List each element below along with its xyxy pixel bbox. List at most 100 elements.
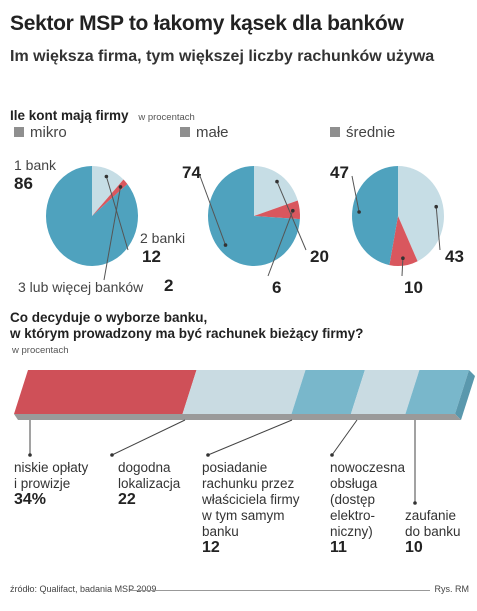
bar-leader-modern-service: [331, 419, 358, 456]
pie-male-leader-dot: [223, 243, 228, 247]
bar-label-line: nowoczesna: [330, 460, 406, 475]
pie-srednie-leader-dot: [434, 204, 439, 209]
section2-heading: Co decyduje o wyborze banku, w którym pr…: [10, 310, 363, 342]
pie-mikro-slice-three-plus: [92, 179, 128, 216]
bar-leader-dot-trust: [413, 501, 417, 505]
bar-label-fees: niskie opłaty i prowizje 34%: [14, 460, 88, 508]
bar-value-owner-account: 12: [202, 539, 220, 556]
pie1-value-two-banks: 12: [142, 247, 161, 266]
pie-mikro-slice-two-banks: [92, 166, 124, 216]
pie3-value-two-banks: 43: [445, 247, 464, 266]
pie-mikro-slice-one-bank: [45, 166, 138, 266]
bar-end-face: [455, 370, 475, 420]
pie-male-slice-three-plus: [254, 200, 301, 220]
pie-srednie-slice-one-bank: [352, 166, 398, 266]
legend-square-icon: [14, 127, 24, 137]
legend-male: małe: [180, 124, 229, 141]
bar-value-fees: 34%: [14, 491, 47, 508]
bar-label-line: do banku: [405, 524, 461, 539]
source-note: źródło: Qualifact, badania MSP 2009: [10, 584, 157, 594]
pie2-value-two-banks: 20: [310, 247, 329, 266]
bar-leader-dot-location: [110, 453, 114, 457]
pie2-value-three-plus: 6: [272, 278, 282, 297]
bar-label-line: niskie opłaty: [14, 460, 89, 475]
pie-male-leader-dot: [291, 208, 295, 213]
bar-label-trust: zaufanie do banku 10: [405, 508, 461, 556]
pie-srednie-slice-two-banks: [398, 166, 445, 262]
pie-mikro-leader-dot: [118, 185, 123, 189]
pie-title-srednie: średnie: [346, 124, 396, 141]
pie-srednie-leader-dot: [357, 210, 361, 214]
pie-srednie-leader-three-plus: [401, 258, 404, 277]
bar-value-location: 22: [118, 491, 136, 508]
pie-male-leader-one-bank: [199, 175, 226, 246]
pie-male-leader-two-banks: [276, 181, 307, 251]
pie1-label-two-banks: 2 banki: [140, 230, 186, 246]
bar-leader-dot-owner-account: [206, 453, 210, 457]
pie3-value-three-plus: 10: [404, 278, 423, 297]
bar-segment-modern-service: [350, 370, 420, 414]
legend-square-icon: [180, 127, 190, 137]
bar-label-line: zaufanie: [405, 508, 457, 523]
bar-shadow: [14, 414, 461, 420]
section2-unit: w procentach: [12, 345, 69, 356]
section1-title: Ile kont mają firmy: [10, 108, 129, 123]
bar-segment-location: [182, 370, 306, 414]
bar-label-line: lokalizacja: [118, 476, 181, 491]
legend-square-icon: [330, 127, 340, 137]
bar-label-line: obsługa: [330, 476, 378, 491]
bar-label-line: dogodna: [118, 460, 171, 475]
pie1-value-three-plus: 2: [164, 276, 174, 295]
bar-segment-owner-account: [291, 370, 365, 414]
bar-label-line: niczny): [330, 524, 373, 539]
pie-srednie-leader-one-bank: [351, 175, 360, 213]
pie-srednie-leader-dot: [401, 256, 405, 261]
bar-label-modern-service: nowoczesna obsługa (dostęp elektro- nicz…: [330, 460, 405, 556]
pie-srednie-slice-three-plus: [389, 216, 418, 266]
legend-srednie: średnie: [330, 124, 395, 141]
credit-note: Rys. RM: [434, 584, 470, 594]
section1-unit: w procentach: [138, 112, 195, 123]
bar-label-line: elektro-: [330, 508, 376, 523]
bar-segment-trust: [405, 370, 469, 414]
bar-label-line: posiadanie: [202, 460, 268, 475]
bar-leader-location: [111, 419, 186, 456]
source-divider: [130, 590, 430, 591]
pie-male-slice-one-bank: [208, 166, 300, 266]
section2-heading-line1: Co decyduje o wyborze banku,: [10, 310, 208, 325]
bar-label-line: rachunku przez: [202, 476, 295, 491]
pie-title-male: małe: [196, 124, 229, 141]
bar-label-line: (dostęp: [330, 492, 376, 507]
bar-segment-fees: [14, 370, 197, 414]
pie1-value-one-bank: 86: [14, 174, 33, 193]
bar-label-owner-account: posiadanie rachunku przez właściciela fi…: [202, 460, 300, 556]
bar-leader-owner-account: [207, 419, 293, 456]
pie-mikro-leader-two-banks: [105, 176, 129, 251]
pie-male-leader-dot: [275, 179, 279, 184]
pie-title-mikro: mikro: [30, 124, 67, 141]
chart-title: Sektor MSP to łakomy kąsek dla banków: [10, 12, 404, 35]
pie1-label-three-plus: 3 lub więcej banków: [18, 279, 144, 295]
pie3-value-one-bank: 47: [330, 163, 349, 182]
legend-mikro: mikro: [14, 124, 67, 141]
bar-label-location: dogodna lokalizacja 22: [118, 460, 180, 508]
pie-mikro-leader-dot: [104, 174, 109, 179]
section2-heading-line2: w którym prowadzony ma być rachunek bież…: [10, 326, 364, 341]
pie-mikro-leader-three-plus: [103, 186, 121, 281]
pie-male-leader-three-plus: [267, 210, 294, 277]
bar-label-line: w tym samym: [202, 508, 285, 523]
pie-srednie-leader-two-banks: [435, 206, 441, 251]
chart-subtitle: Im większa firma, tym większej liczby ra…: [10, 48, 435, 65]
bar-label-line: właściciela firmy: [202, 492, 300, 507]
bar-label-line: i prowizje: [14, 476, 71, 491]
pie2-value-one-bank: 74: [182, 163, 201, 182]
bar-value-trust: 10: [405, 539, 423, 556]
bar-value-modern-service: 11: [330, 539, 347, 556]
bar-label-line: banku: [202, 524, 239, 539]
bar-leader-dot-modern-service: [330, 453, 334, 457]
pie1-label-one-bank: 1 bank: [14, 157, 57, 173]
bar-leader-dot-fees: [28, 453, 32, 457]
section1-heading: Ile kont mają firmy w procentach: [10, 108, 195, 123]
